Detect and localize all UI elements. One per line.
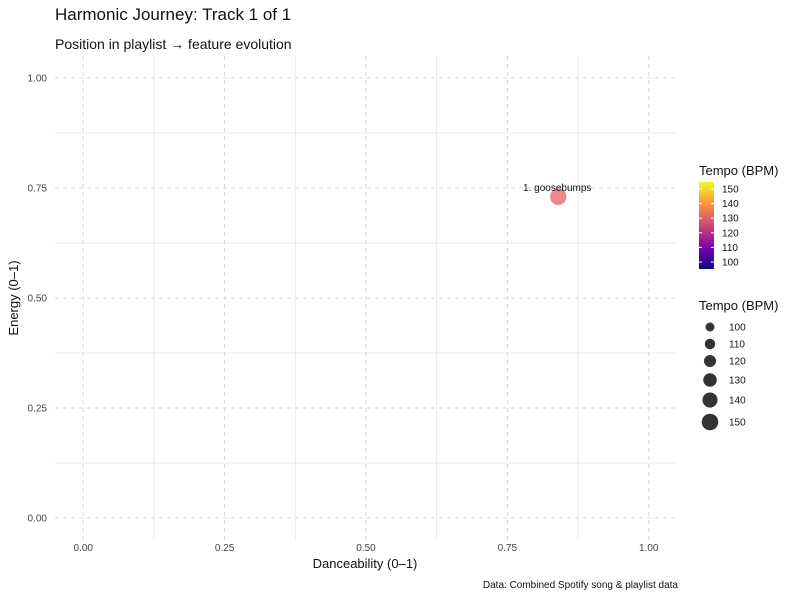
chart-caption: Data: Combined Spotify song & playlist d… [482, 580, 678, 591]
size-legend-swatch [702, 392, 718, 408]
x-tick-label: 0.25 [215, 543, 235, 554]
size-legend-label: 120 [729, 357, 746, 368]
color-legend-label: 140 [722, 199, 739, 210]
color-legend-bar [699, 182, 714, 269]
size-legend-title: Tempo (BPM) [699, 298, 778, 313]
size-legend-swatch [704, 338, 716, 350]
color-legend-label: 110 [722, 243, 738, 254]
grid [55, 56, 677, 540]
color-legend-label: 120 [722, 228, 739, 239]
size-legend-swatch [701, 413, 719, 431]
data-point [549, 188, 567, 206]
points-layer: 1. goosebumps [523, 183, 591, 206]
color-legend: Tempo (BPM) 150 140 130 120 110 100 [699, 163, 778, 269]
color-legend-title: Tempo (BPM) [699, 163, 778, 178]
chart-subtitle: Position in playlist → feature evolution [55, 36, 292, 52]
point-label: 1. goosebumps [523, 183, 591, 194]
x-tick-label: 0.50 [356, 543, 376, 554]
tick-labels: 0.00 0.25 0.50 0.75 1.00 0.00 0.25 0.50 0.75 1.00 [28, 74, 659, 555]
size-legend-swatch [705, 322, 715, 332]
y-tick-label: 0.25 [28, 404, 48, 415]
color-legend-label: 130 [722, 214, 739, 225]
size-legend-label: 100 [729, 323, 746, 334]
x-tick-label: 1.00 [639, 543, 659, 554]
color-legend-label: 100 [722, 258, 739, 269]
size-legend-swatch [703, 354, 717, 368]
y-axis-title: Energy (0–1) [6, 260, 21, 335]
chart-title: Harmonic Journey: Track 1 of 1 [55, 5, 292, 24]
size-legend-label: 130 [729, 376, 746, 387]
x-tick-label: 0.00 [74, 543, 94, 554]
color-legend-label: 150 [722, 185, 739, 196]
y-tick-label: 1.00 [28, 74, 48, 85]
size-legend-swatch [703, 373, 717, 387]
size-legend: Tempo (BPM) 100 110 120 130 140 150 [699, 298, 778, 431]
size-legend-label: 150 [729, 418, 746, 429]
size-legend-label: 110 [729, 340, 745, 351]
x-tick-label: 0.75 [498, 543, 518, 554]
y-tick-label: 0.00 [28, 514, 48, 525]
size-legend-label: 140 [729, 396, 746, 407]
y-tick-label: 0.50 [28, 294, 48, 305]
color-legend-ticks: 150 140 130 120 110 100 [699, 185, 739, 269]
y-tick-label: 0.75 [28, 184, 48, 195]
x-axis-title: Danceability (0–1) [313, 556, 418, 571]
